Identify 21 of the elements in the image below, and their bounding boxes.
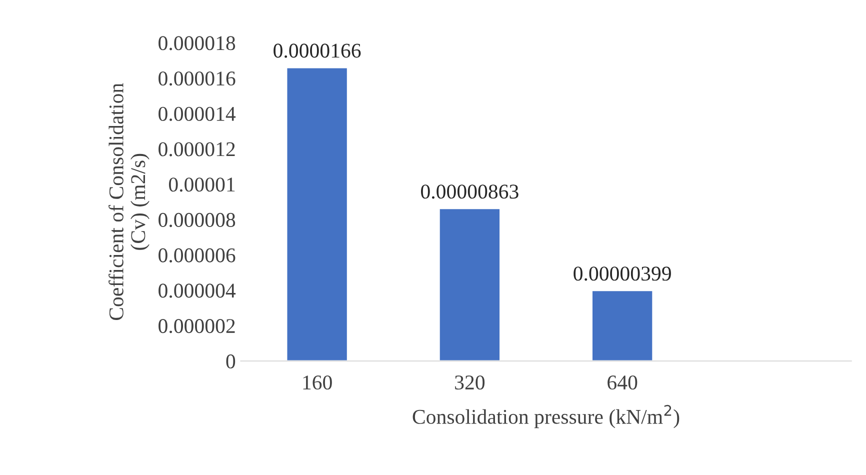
x-tick-label: 320 [455, 375, 485, 390]
data-label: 0.00000863 [421, 184, 518, 199]
y-axis-title: Coefficient of Consolidation (Cv) (m2/s) [108, 83, 150, 320]
y-tick-label: 0.000012 [158, 142, 235, 156]
bar [591, 290, 654, 361]
y-tick-label: 0.000014 [158, 106, 236, 121]
y-tick-label: 0.000006 [158, 248, 236, 262]
data-label: 0.0000166 [274, 44, 361, 58]
y-tick-label: 0.000018 [158, 36, 236, 50]
bar [438, 208, 501, 361]
y-tick-label: 0.000016 [158, 71, 236, 86]
bar [286, 66, 348, 361]
x-tick-label: 640 [608, 375, 638, 390]
x-axis-title: Consolidation pressure (kN/m$^{2}$) [412, 404, 680, 428]
y-tick-label: 0.000004 [158, 284, 236, 298]
y-tick-label: 0.000002 [158, 319, 235, 334]
y-tick-label: 0.00001 [168, 178, 235, 192]
y-tick-label: 0.000008 [158, 212, 236, 228]
y-tick-label: 0 [226, 354, 236, 368]
data-label: 0.00000399 [574, 266, 671, 281]
x-tick-label: 160 [303, 375, 332, 390]
